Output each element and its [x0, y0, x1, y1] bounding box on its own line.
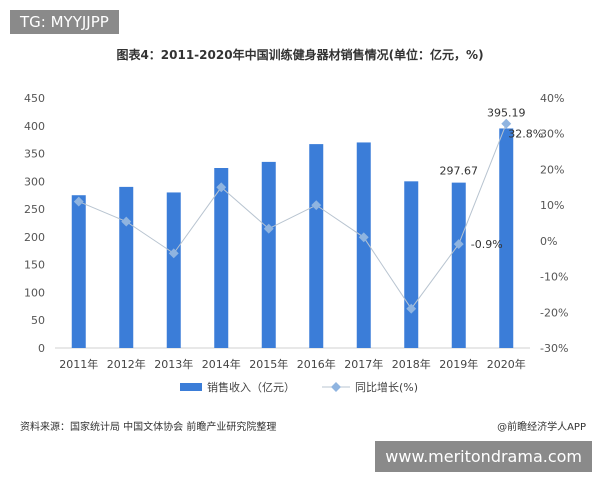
- data-label: 32.8%: [508, 128, 543, 141]
- bar: [404, 181, 419, 348]
- data-label: 395.19: [487, 106, 526, 119]
- legend-line-label: 同比增长(%): [355, 380, 418, 394]
- credit: @前瞻经济学人APP: [497, 422, 586, 433]
- bar: [261, 161, 276, 348]
- y-right-tick: 30%: [540, 128, 564, 141]
- y-right-tick: 40%: [540, 92, 564, 105]
- growth-point: [121, 216, 132, 227]
- growth-point: [263, 223, 274, 234]
- bar: [499, 128, 514, 348]
- chart-title: 图表4：2011-2020年中国训练健身器材销售情况(单位：亿元，%): [116, 48, 484, 62]
- growth-point: [73, 196, 84, 207]
- x-tick: 2013年: [154, 357, 193, 371]
- x-tick: 2015年: [249, 357, 288, 371]
- y-left-tick: 0: [38, 342, 45, 355]
- growth-point: [168, 248, 179, 259]
- y-left-tick: 100: [24, 286, 45, 299]
- y-left-tick: 250: [24, 203, 45, 216]
- y-left-tick: 200: [24, 231, 45, 244]
- legend-bar-swatch: [180, 383, 202, 391]
- y-right-tick: 10%: [540, 199, 564, 212]
- x-tick: 2012年: [107, 357, 146, 371]
- y-right-tick: 0%: [540, 235, 557, 248]
- bar: [214, 168, 229, 348]
- x-tick: 2020年: [487, 357, 526, 371]
- bar: [71, 195, 86, 348]
- data-label: 297.67: [440, 165, 479, 178]
- x-tick: 2019年: [439, 357, 478, 371]
- y-left-tick: 300: [24, 175, 45, 188]
- growth-point: [216, 182, 227, 193]
- y-right-tick: -30%: [540, 342, 568, 355]
- source-note: 资料来源：国家统计局 中国文体协会 前瞻产业研究院整理: [20, 422, 277, 433]
- bar: [309, 144, 324, 348]
- y-right-tick: -20%: [540, 306, 568, 319]
- bar: [451, 182, 466, 348]
- x-tick: 2016年: [297, 357, 336, 371]
- watermark: www.meritondrama.com: [375, 441, 592, 472]
- x-tick: 2017年: [344, 357, 383, 371]
- data-label: -0.9%: [471, 238, 503, 251]
- x-tick: 2018年: [392, 357, 431, 371]
- legend-bar-label: 销售收入（亿元）: [207, 380, 295, 394]
- y-left-tick: 150: [24, 259, 45, 272]
- chart: 0 50 100 150 200 250 300 350 400 450 -30% -20% -10% 0…: [24, 92, 568, 394]
- bar: [166, 192, 181, 348]
- y-right-tick: 20%: [540, 163, 564, 176]
- legend-line-marker: [331, 382, 341, 392]
- bar: [356, 142, 371, 348]
- growth-point: [358, 232, 369, 243]
- overlay-tag: TG: MYYJJPP: [10, 10, 119, 34]
- y-left-tick: 450: [24, 92, 45, 105]
- x-tick: 2014年: [202, 357, 241, 371]
- growth-line: [78, 123, 507, 310]
- bar: [119, 186, 134, 348]
- growth-point: [406, 303, 417, 314]
- x-tick: 2011年: [59, 357, 98, 371]
- growth-point: [453, 239, 464, 250]
- y-left-tick: 350: [24, 148, 45, 161]
- y-left-tick: 400: [24, 120, 45, 133]
- y-right-tick: -10%: [540, 271, 568, 284]
- growth-point: [311, 200, 322, 211]
- y-left-tick: 50: [31, 314, 45, 327]
